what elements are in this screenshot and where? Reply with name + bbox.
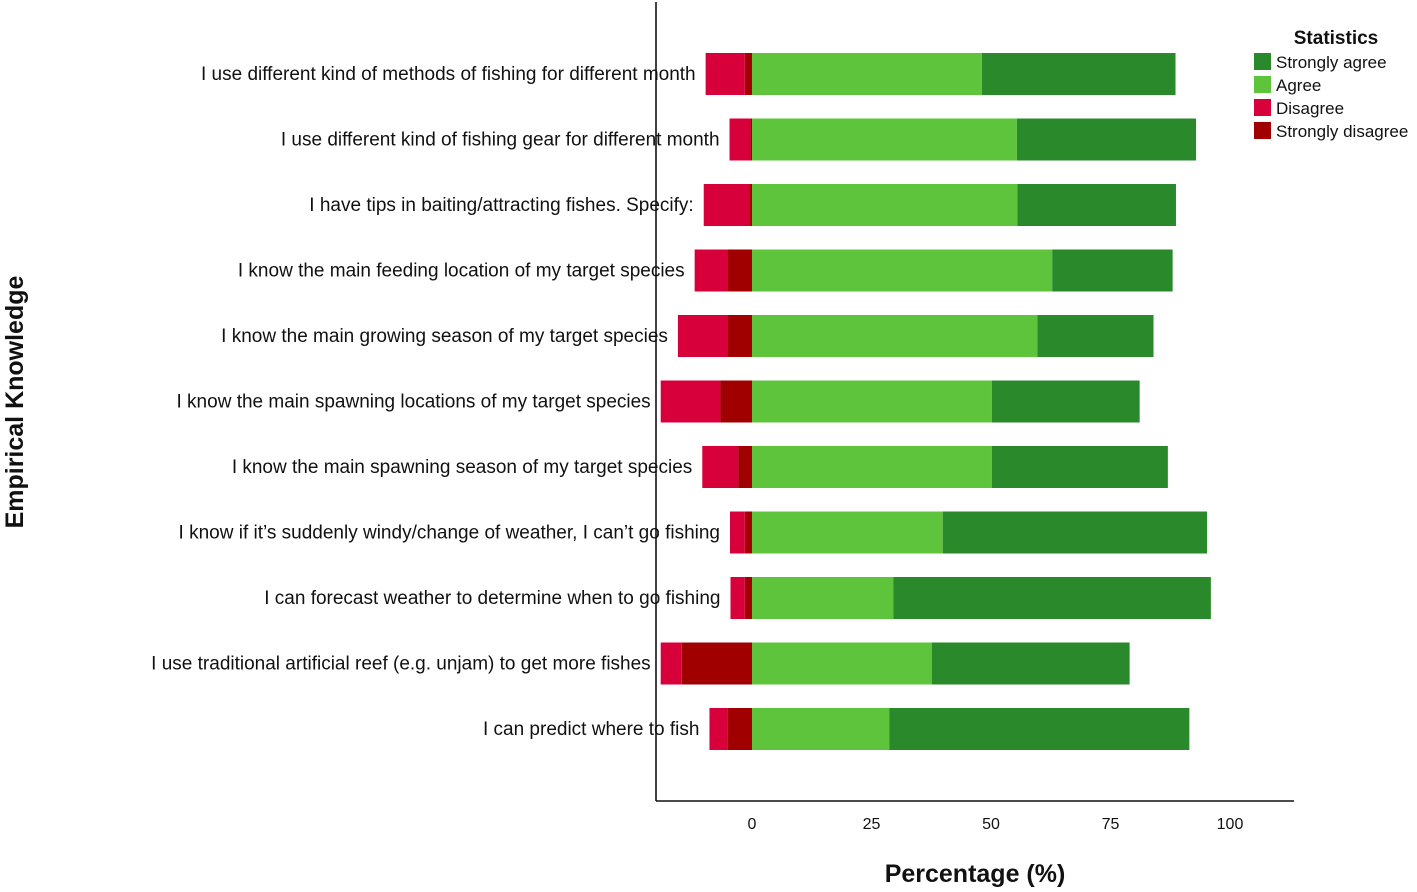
category-label-7: I know the main spawning season of my ta… [232, 457, 692, 478]
bar-strongly-disagree [744, 577, 752, 619]
legend-swatch [1254, 76, 1271, 93]
legend: Statistics Strongly agree Agree Disagree St… [1254, 28, 1408, 141]
category-label-1: I use different kind of methods of fishi… [201, 64, 696, 85]
bar-agree [752, 118, 1017, 161]
bar-disagree [677, 315, 728, 357]
legend-swatch [1254, 53, 1271, 70]
bar-group-6 [660, 380, 1140, 423]
x-tick-label-50: 50 [982, 816, 1000, 833]
legend-item-strongly-disagree: Strongly disagree [1254, 122, 1408, 141]
bar-disagree [660, 380, 721, 423]
bar-disagree [730, 511, 745, 554]
bar-strongly-agree [991, 446, 1168, 488]
bar-strongly-agree [942, 511, 1208, 554]
bar-strongly-agree [931, 642, 1130, 685]
bar-agree [752, 511, 943, 554]
bar-strongly-agree [981, 53, 1176, 95]
bar-group-7 [702, 446, 1168, 488]
bar-strongly-disagree [727, 708, 752, 750]
legend-label: Strongly disagree [1276, 122, 1408, 141]
bar-agree [752, 315, 1038, 357]
bar-group-4 [694, 249, 1173, 292]
bar-strongly-agree [1037, 315, 1154, 357]
bar-group-8 [730, 511, 1208, 554]
category-label-11: I can predict where to fish [483, 719, 700, 740]
x-tick-labels: 0 25 50 75 100 [748, 816, 1244, 833]
legend-item-disagree: Disagree [1254, 99, 1344, 118]
category-label-3: I have tips in baiting/attracting fishes… [309, 195, 693, 216]
bar-group-10 [660, 642, 1130, 685]
bar-disagree [702, 446, 739, 488]
bar-disagree [709, 708, 728, 750]
bar-strongly-disagree [750, 118, 752, 161]
bar-strongly-agree [1017, 184, 1176, 226]
bar-group-9 [730, 577, 1211, 619]
bar-group-2 [729, 118, 1197, 161]
bar-group-3 [703, 184, 1176, 226]
legend-item-strongly-agree: Strongly agree [1254, 53, 1387, 72]
x-tick-label-75: 75 [1102, 816, 1120, 833]
category-label-2: I use different kind of fishing gear for… [281, 130, 720, 151]
bar-agree [752, 708, 890, 750]
category-label-4: I know the main feeding location of my t… [238, 261, 685, 282]
bar-group-5 [677, 315, 1154, 357]
legend-swatch [1254, 99, 1271, 116]
bar-agree [752, 380, 992, 423]
legend-label: Agree [1276, 76, 1321, 95]
bar-strongly-disagree [744, 511, 752, 554]
category-label-5: I know the main growing season of my tar… [221, 326, 668, 347]
x-axis-title: Percentage (%) [885, 860, 1066, 888]
bar-agree [752, 446, 992, 488]
bar-strongly-disagree [720, 380, 752, 423]
bar-strongly-disagree [744, 53, 752, 95]
bar-strongly-agree [1052, 249, 1173, 292]
bar-group-1 [705, 53, 1176, 95]
bar-disagree [660, 642, 682, 685]
bar-strongly-disagree [749, 184, 752, 226]
bar-strongly-disagree [727, 315, 752, 357]
bar-agree [752, 249, 1053, 292]
bar-strongly-agree [893, 577, 1211, 619]
bar-agree [752, 642, 932, 685]
bar-agree [752, 184, 1018, 226]
bar-strongly-agree [991, 380, 1140, 423]
bar-disagree [703, 184, 750, 226]
bar-strongly-disagree [727, 249, 752, 292]
legend-swatch [1254, 122, 1271, 139]
x-tick-label-100: 100 [1217, 816, 1244, 833]
legend-item-agree: Agree [1254, 76, 1321, 95]
bar-strongly-disagree [738, 446, 752, 488]
bar-strongly-agree [1016, 118, 1197, 161]
bar-agree [752, 577, 894, 619]
bars-layer [660, 53, 1211, 750]
bar-disagree [705, 53, 745, 95]
category-label-9: I can forecast weather to determine when… [264, 588, 720, 609]
bar-strongly-agree [889, 708, 1190, 750]
legend-title: Statistics [1294, 28, 1378, 49]
bar-disagree [694, 249, 728, 292]
category-label-10: I use traditional artificial reef (e.g. … [151, 654, 651, 675]
bar-agree [752, 53, 982, 95]
bar-disagree [730, 577, 745, 619]
x-tick-label-0: 0 [748, 816, 757, 833]
category-label-8: I know if it’s suddenly windy/change of … [179, 523, 720, 544]
legend-label: Disagree [1276, 99, 1344, 118]
bar-strongly-disagree [681, 642, 752, 685]
category-labels: I use different kind of methods of fishi… [151, 64, 720, 740]
category-label-6: I know the main spawning locations of my… [177, 392, 651, 413]
bar-group-11 [709, 708, 1190, 750]
bar-disagree [729, 118, 751, 161]
legend-label: Strongly agree [1276, 53, 1387, 72]
y-axis-title: Empirical Knowledge [1, 275, 29, 528]
x-tick-label-25: 25 [863, 816, 881, 833]
